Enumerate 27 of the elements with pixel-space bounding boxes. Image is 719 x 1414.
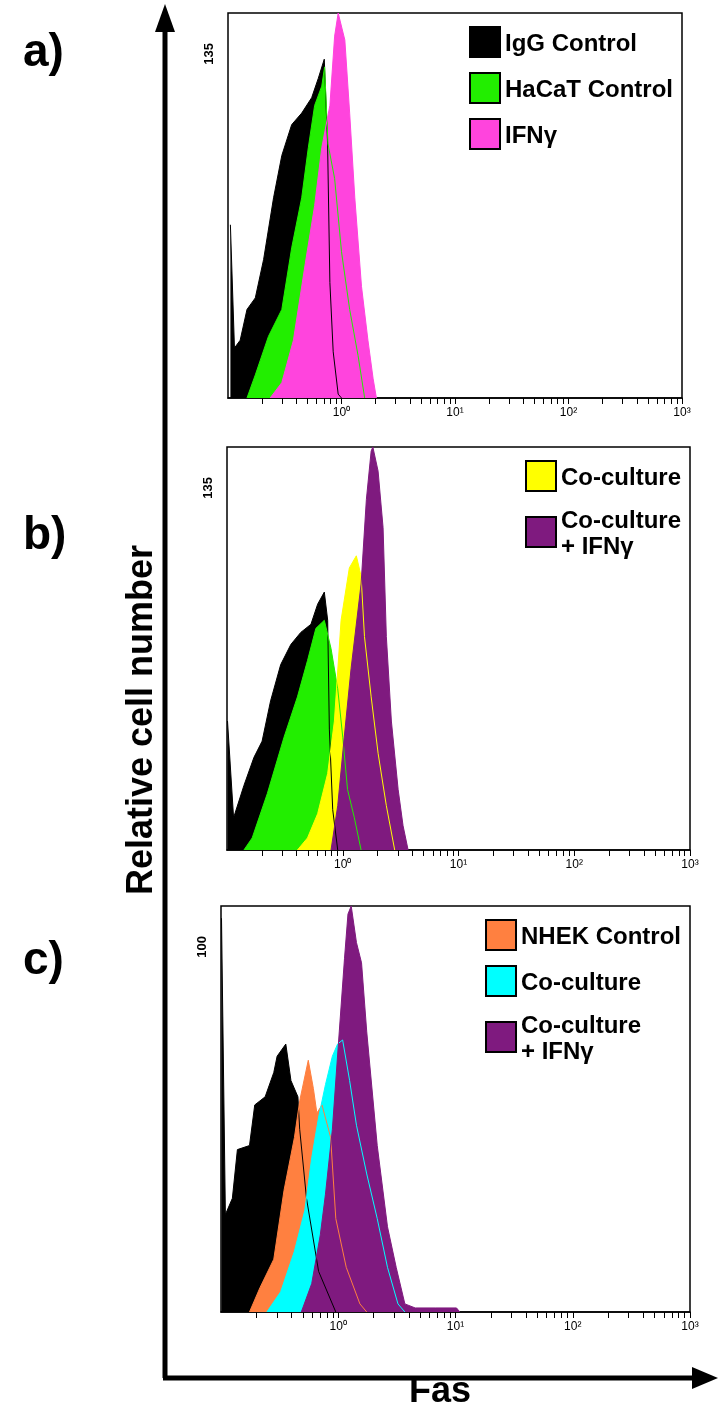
legend-label: HaCaT Control [505, 74, 673, 102]
x-tick-label: 10¹ [446, 405, 464, 419]
y-axis-title: Relative cell number [119, 544, 161, 896]
legend-label: Co-culture + IFNγ [521, 1010, 642, 1064]
text: 135 [200, 476, 215, 499]
x-tick-label: 10³ [681, 857, 699, 871]
x-tick-label: 10¹ [446, 1319, 465, 1333]
x-tick-label: 10³ [681, 1319, 699, 1333]
x-tick-label: 10² [565, 857, 583, 871]
x-tick-label: 10⁰ [332, 405, 351, 419]
x-tick-label: 10⁰ [334, 857, 352, 871]
x-tick-label: 10² [559, 405, 578, 419]
legend-label: Co-culture [521, 967, 642, 995]
legend-label: IgG Control [505, 28, 637, 56]
legend-label: Co-culture + IFNγ [561, 505, 681, 559]
text: c) [23, 932, 64, 984]
text: b) [23, 507, 67, 559]
x-tick-label: 10² [564, 1319, 582, 1333]
text: 135 [201, 42, 216, 65]
legend-label: Co-culture [561, 462, 681, 490]
legend-label: NHEK Control [521, 921, 681, 949]
x-tick-label: 10¹ [449, 857, 468, 871]
chart-title: a) [23, 24, 64, 76]
x-tick-label: 10⁰ [329, 1319, 347, 1333]
x-tick-label: 10³ [673, 405, 691, 419]
legend-label: IFNγ [505, 120, 558, 148]
text: 100 [194, 935, 209, 958]
